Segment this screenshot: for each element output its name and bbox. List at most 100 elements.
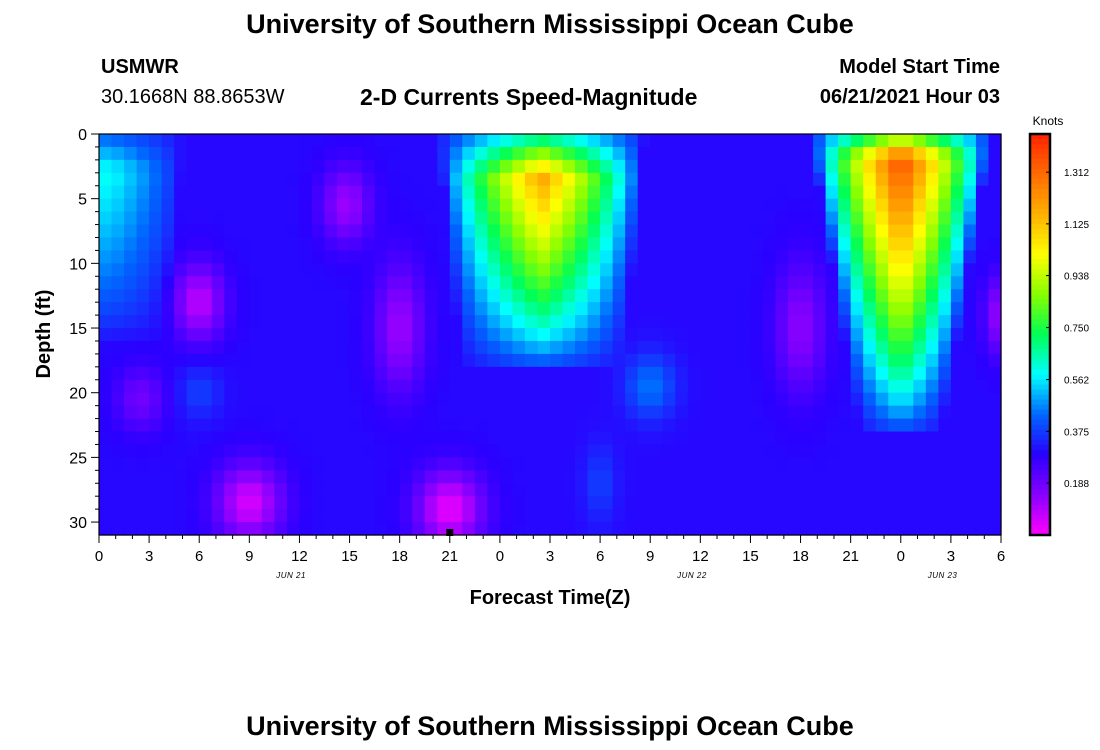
heatmap-cell	[875, 431, 889, 446]
heatmap-cell	[311, 250, 326, 264]
heatmap-cell	[813, 522, 827, 536]
heatmap-cell	[575, 263, 589, 277]
heatmap-cell	[888, 276, 902, 290]
colorbar-swatch	[1030, 494, 1050, 501]
heatmap-cell	[374, 198, 388, 213]
colorbar-swatch	[1030, 254, 1050, 260]
heatmap-cell	[675, 353, 689, 368]
heatmap-cell	[111, 289, 125, 303]
heatmap-cell	[337, 315, 351, 329]
heatmap-cell	[136, 134, 150, 148]
heatmap-cell	[474, 172, 488, 187]
heatmap-cell	[437, 237, 451, 252]
heatmap-cell	[963, 198, 977, 213]
heatmap-cell	[612, 198, 626, 213]
heatmap-cell	[813, 470, 827, 484]
heatmap-cell	[424, 418, 438, 433]
heatmap-cell	[700, 470, 714, 484]
heatmap-cell	[111, 302, 125, 316]
heatmap-cell	[675, 418, 689, 433]
heatmap-cell	[124, 328, 138, 342]
heatmap-cell	[161, 418, 175, 433]
heatmap-cell	[437, 250, 451, 264]
heatmap-cell	[124, 483, 138, 497]
heatmap-cell	[286, 134, 301, 148]
heatmap-cell	[737, 250, 752, 264]
footer-title: University of Southern Mississippi Ocean…	[246, 711, 854, 741]
heatmap-cell	[299, 444, 313, 458]
heatmap-cell	[712, 483, 726, 497]
heatmap-cell	[99, 289, 113, 303]
heatmap-cell	[775, 379, 789, 394]
heatmap-cell	[925, 224, 939, 239]
heatmap-cell	[813, 302, 827, 316]
heatmap-cell	[512, 483, 526, 497]
heatmap-cell	[625, 496, 639, 510]
heatmap-cell	[650, 146, 664, 161]
heatmap-cell	[437, 353, 451, 368]
heatmap-cell	[913, 522, 927, 536]
heatmap-cell	[349, 470, 363, 484]
heatmap-cell	[575, 496, 589, 510]
heatmap-cell	[800, 134, 814, 148]
heatmap-cell	[875, 379, 889, 394]
heatmap-cell	[412, 483, 426, 497]
heatmap-cell	[700, 509, 714, 523]
heatmap-cell	[888, 431, 902, 446]
heatmap-cell	[474, 379, 488, 394]
heatmap-cell	[449, 237, 463, 252]
heatmap-cell	[963, 289, 977, 303]
heatmap-cell	[650, 431, 664, 446]
heatmap-cell	[600, 457, 614, 471]
heatmap-cell	[337, 418, 351, 433]
x-tick-label: 9	[646, 548, 654, 565]
heatmap-cell	[274, 418, 288, 433]
heatmap-cell	[737, 509, 752, 523]
heatmap-cell	[499, 496, 514, 510]
heatmap-cell	[337, 146, 351, 161]
heatmap-cell	[449, 146, 463, 161]
heatmap-cell	[963, 146, 977, 161]
heatmap-cell	[374, 224, 388, 239]
heatmap-cell	[950, 444, 965, 458]
colorbar-swatch	[1030, 504, 1050, 511]
heatmap-cell	[762, 353, 777, 368]
heatmap-cell	[600, 340, 614, 355]
heatmap-cell	[286, 315, 301, 329]
heatmap-cell	[512, 302, 526, 316]
heatmap-cell	[399, 185, 413, 200]
x-date-label: JUN 22	[676, 571, 707, 580]
heatmap-cell	[174, 366, 188, 381]
heatmap-cell	[775, 224, 789, 239]
heatmap-cell	[700, 496, 714, 510]
heatmap-cell	[762, 276, 777, 290]
heatmap-cell	[124, 509, 138, 523]
heatmap-cell	[199, 146, 213, 161]
colorbar-swatch	[1030, 344, 1050, 351]
heatmap-cell	[161, 224, 175, 239]
heatmap-cell	[524, 470, 539, 484]
heatmap-cell	[625, 483, 639, 497]
heatmap-cell	[612, 302, 626, 316]
heatmap-cell	[950, 302, 965, 316]
heatmap-cell	[387, 509, 401, 523]
heatmap-cell	[800, 405, 814, 420]
heatmap-cell	[925, 522, 939, 536]
heatmap-cell	[712, 457, 726, 471]
heatmap-cell	[675, 392, 689, 407]
heatmap-cell	[850, 470, 864, 484]
heatmap-cell	[462, 237, 476, 252]
heatmap-cell	[637, 315, 651, 329]
heatmap-cell	[499, 237, 514, 252]
heatmap-cell	[424, 444, 438, 458]
heatmap-cell	[737, 379, 752, 394]
heatmap-cell	[111, 470, 125, 484]
heatmap-cell	[474, 250, 488, 264]
heatmap-cell	[888, 353, 902, 368]
heatmap-cell	[775, 276, 789, 290]
heatmap-cell	[399, 470, 413, 484]
heatmap-cell	[324, 159, 338, 174]
heatmap-cell	[487, 211, 501, 226]
colorbar-swatch	[1030, 279, 1050, 285]
heatmap-cell	[311, 198, 326, 213]
